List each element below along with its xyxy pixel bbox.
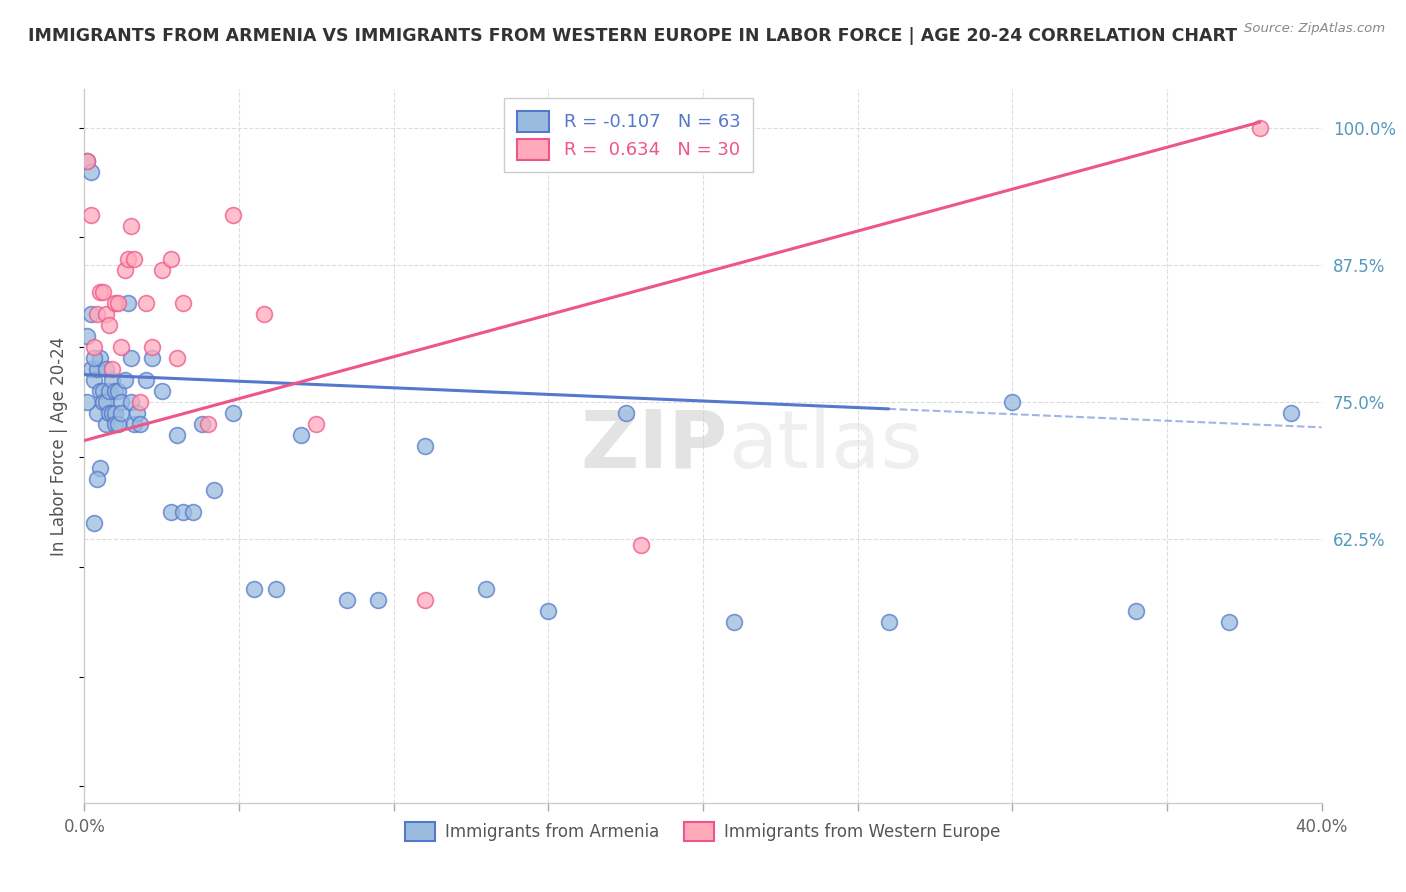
Point [125,406,148,420]
Point [76,329,98,343]
Point [141,340,163,354]
Point [76,153,98,168]
Point [1001,395,1024,409]
Point [160,505,183,519]
Point [264,582,287,596]
Point [114,263,136,277]
Point [630,538,652,552]
Point [98,384,121,398]
Point [110,406,132,420]
Point [89,461,111,475]
Point [1218,615,1240,629]
Y-axis label: In Labor Force | Age 20-24: In Labor Force | Age 20-24 [51,336,69,556]
Point [104,296,127,310]
Text: IMMIGRANTS FROM ARMENIA VS IMMIGRANTS FROM WESTERN EUROPE IN LABOR FORCE | AGE 2: IMMIGRANTS FROM ARMENIA VS IMMIGRANTS FR… [28,27,1237,45]
Point [290,428,312,442]
Point [83,516,105,530]
Text: Source: ZipAtlas.com: Source: ZipAtlas.com [1244,22,1385,36]
Point [98,406,121,420]
Point [101,362,124,376]
Point [166,428,188,442]
Point [122,252,145,267]
Point [104,384,127,398]
Point [86,406,108,420]
Point [107,296,129,310]
Point [76,395,98,409]
Point [413,592,436,607]
Point [367,592,389,607]
Point [94,395,117,409]
Point [166,351,188,366]
Point [117,252,139,267]
Point [413,439,436,453]
Point [614,406,637,420]
Point [537,604,560,618]
Point [83,373,105,387]
Point [877,615,900,629]
Point [94,362,117,376]
Point [150,384,173,398]
Point [1249,120,1271,135]
Point [94,307,117,321]
Point [104,417,127,431]
Point [89,285,111,300]
Point [104,406,127,420]
Point [79,307,101,321]
Point [120,395,142,409]
Point [202,483,225,497]
Point [89,351,111,366]
Point [222,406,245,420]
Point [110,395,132,409]
Point [336,592,359,607]
Point [1125,604,1147,618]
Point [191,417,214,431]
Point [160,252,183,267]
Point [120,351,142,366]
Point [86,307,108,321]
Point [114,373,136,387]
Text: atlas: atlas [728,407,922,485]
Point [1279,406,1302,420]
Point [135,373,157,387]
Point [83,351,105,366]
Point [79,209,101,223]
Point [76,153,98,168]
Point [129,395,152,409]
Point [117,296,139,310]
Point [89,384,111,398]
Point [253,307,276,321]
Point [101,406,124,420]
Point [120,219,142,234]
Point [94,417,117,431]
Point [101,373,124,387]
Point [305,417,328,431]
Point [107,417,129,431]
Point [86,472,108,486]
Point [243,582,266,596]
Point [150,263,173,277]
Point [122,417,145,431]
Point [475,582,498,596]
Point [107,384,129,398]
Point [79,362,101,376]
Point [141,351,163,366]
Point [91,384,114,398]
Point [723,615,745,629]
Point [79,164,101,178]
Legend: Immigrants from Armenia, Immigrants from Western Europe: Immigrants from Armenia, Immigrants from… [398,815,1008,848]
Point [222,209,245,223]
Point [129,417,152,431]
Point [110,340,132,354]
Point [91,285,114,300]
Point [181,505,204,519]
Text: ZIP: ZIP [581,407,728,485]
Point [83,340,105,354]
Point [86,362,108,376]
Point [197,417,219,431]
Point [98,318,121,333]
Point [135,296,157,310]
Point [91,395,114,409]
Point [172,296,194,310]
Point [172,505,194,519]
